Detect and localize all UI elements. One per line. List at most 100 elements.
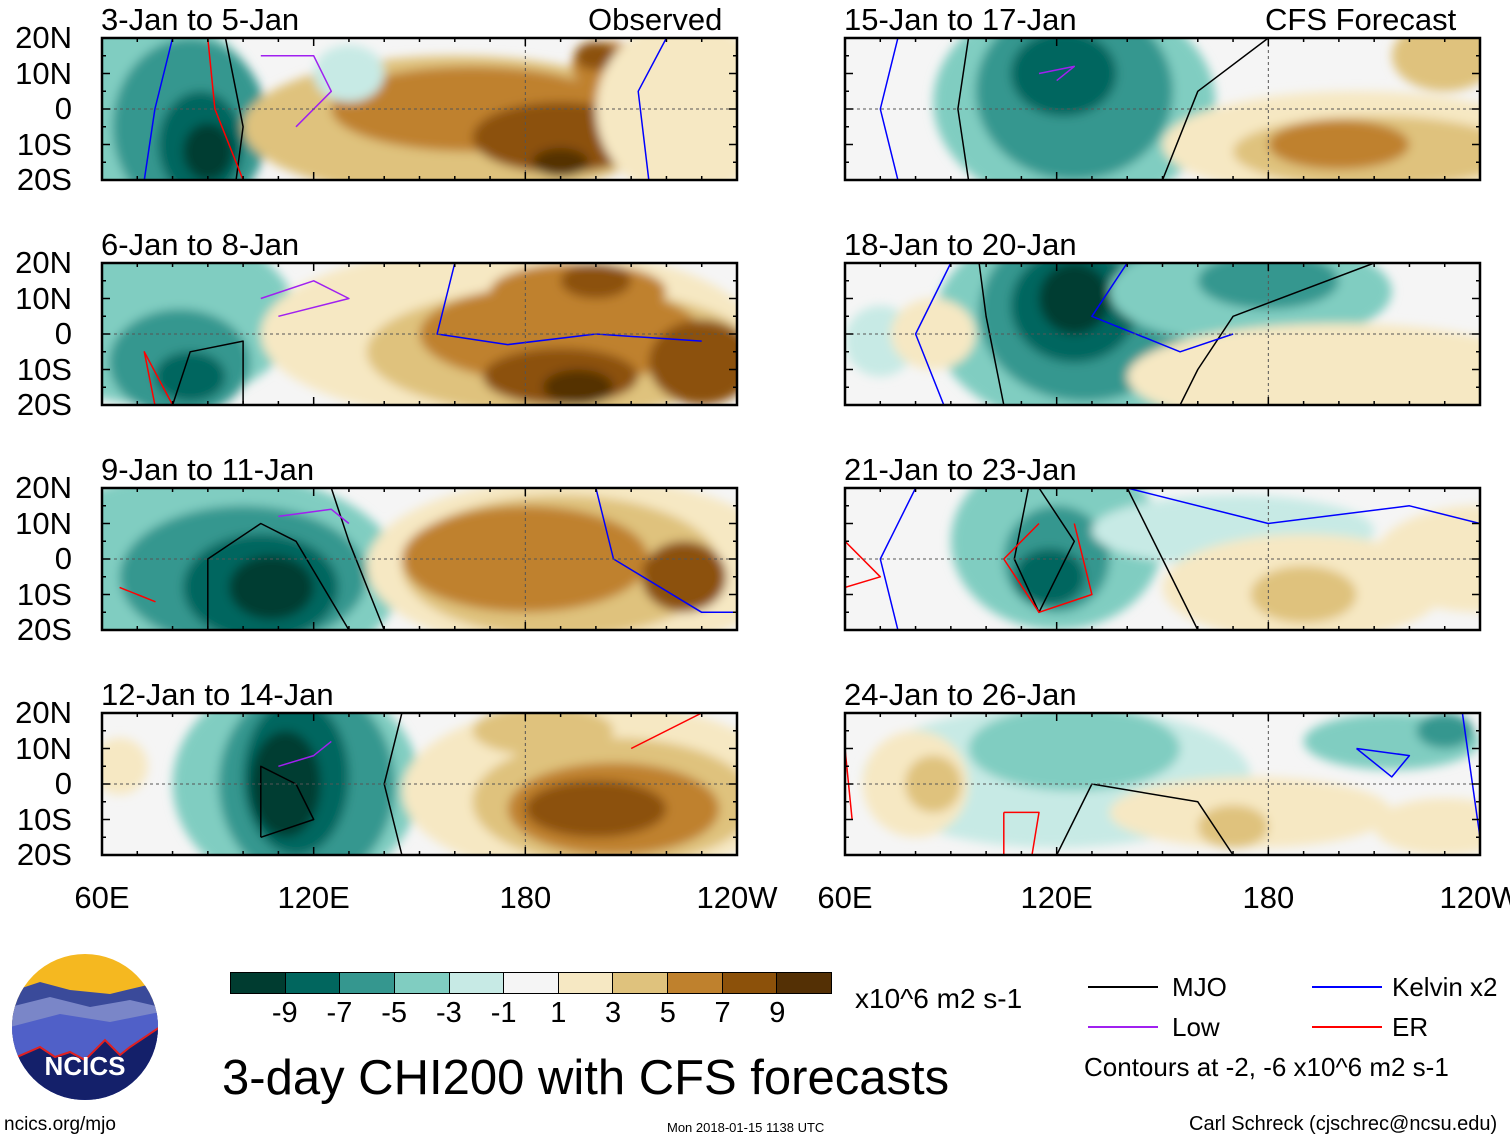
colorbar-tick-label: 7 [714,997,731,1029]
gridline [102,38,737,180]
colorbar-tick-label: 5 [659,997,676,1029]
contour-line [1021,488,1480,525]
colorbar-swatch [722,973,778,993]
latitude-label: 20N [15,470,72,505]
gridline [845,263,1480,405]
panel-title: 12-Jan to 14-Jan [101,677,334,712]
anomaly-region [574,41,618,70]
anomaly-region [1391,38,1480,92]
anomaly-region [250,730,321,838]
colorbar-swatch [394,973,450,993]
anomaly-region [1197,805,1269,848]
contour-line [957,38,970,180]
panel-title: 6-Jan to 8-Jan [101,227,300,262]
gridline [102,713,737,855]
contour-line [143,38,174,180]
latitude-label: 10S [16,351,72,387]
footer-url[interactable]: ncics.org/mjo [4,1114,116,1135]
colorbar-swatch [777,973,832,993]
latitude-label: 0 [54,541,72,576]
longitude-label: 120E [1020,880,1093,915]
contour-line [436,263,702,346]
contour-line [171,340,244,405]
anomaly-region [532,148,589,177]
contour-line [845,540,882,589]
anomaly-region [525,780,667,838]
legend-label-mjo: MJO [1172,972,1227,1002]
colorbar-tick-label: -1 [490,997,517,1029]
contour-line [119,586,156,603]
contour-line [1461,713,1480,838]
contours-note: Contours at -2, -6 x10^6 m2 s-1 [1084,1052,1449,1082]
colorbar-tick-label: -5 [381,997,408,1029]
chi200-map-panel [843,711,1482,857]
contour-line [978,263,1005,405]
anomaly-region [1014,548,1085,606]
forecast-label: CFS Forecast [1265,2,1457,37]
panel-title: 24-Jan to 26-Jan [844,677,1077,712]
chi200-map-panel [100,711,739,857]
contour-line [1038,65,1076,82]
axis-ticks [844,712,1481,856]
axis-ticks [101,487,738,631]
chi200-map-panel [100,486,739,632]
gridline [845,488,1480,630]
logo-text: NCICS [45,1051,126,1081]
anomaly-region [229,555,314,620]
longitude-label: 120W [1439,880,1510,915]
contour-line [1003,811,1040,855]
chi200-map-panel [100,261,739,407]
contour-line [1126,488,1199,630]
anomaly-region [648,319,737,405]
axis-ticks [844,487,1481,631]
legend-line-kelvin [1312,986,1382,988]
gridline [845,38,1480,180]
anomaly-region [1374,798,1480,855]
axis-ticks [844,262,1481,406]
colorbar-tick-label: -3 [436,997,462,1029]
contour-line [278,740,332,768]
timestamp: Mon 2018-01-15 1138 UTC [667,1120,825,1135]
latitude-label: 10S [16,801,72,837]
chi200-map-panel [843,261,1482,407]
anomaly-region [472,713,614,756]
anomaly-region [560,263,632,299]
panel-title: 15-Jan to 17-Jan [844,2,1077,37]
anomaly-region [183,123,233,180]
contour-line [330,488,385,630]
contour-line [1179,263,1375,405]
latitude-label: 10N [15,730,72,766]
latitude-label: 10N [15,280,72,316]
legend-line-mjo [1088,986,1158,988]
latitude-label: 20S [16,387,72,422]
colorbar-tick-label: 1 [550,997,567,1029]
contour-line [1003,522,1093,614]
contour-line [1161,38,1269,180]
contour-line [260,280,350,318]
anomaly-region [1010,38,1117,117]
colorbar-tick-label: 9 [769,997,786,1029]
credit: Carl Schreck (cjschrec@ncsu.edu) [1189,1113,1498,1135]
colorbar-swatch [231,973,286,993]
anomaly-region [1268,119,1410,170]
longitude-label: 180 [499,880,552,915]
legend-label-er: ER [1392,1012,1429,1042]
chi200-map-panel [843,486,1482,632]
colorbar-tick-label: -9 [271,997,298,1029]
contour-line [1056,783,1234,855]
contour-line [207,38,244,180]
chi200-map-panel [100,36,739,182]
colorbar-swatch [285,973,341,993]
observed-label: Observed [588,2,723,37]
anomaly-region [904,755,962,813]
anomaly-region [542,369,614,405]
colorbar-swatch [504,973,559,993]
latitude-label: 0 [54,766,72,801]
colorbar-swatch [668,973,723,993]
axis-ticks [101,37,738,181]
legend-line-low [1088,1026,1158,1028]
gridline [845,713,1480,855]
colorbar-tick-label: -7 [326,997,353,1029]
panel-title: 9-Jan to 11-Jan [101,452,315,487]
ncics-logo: NCICS [12,954,158,1100]
